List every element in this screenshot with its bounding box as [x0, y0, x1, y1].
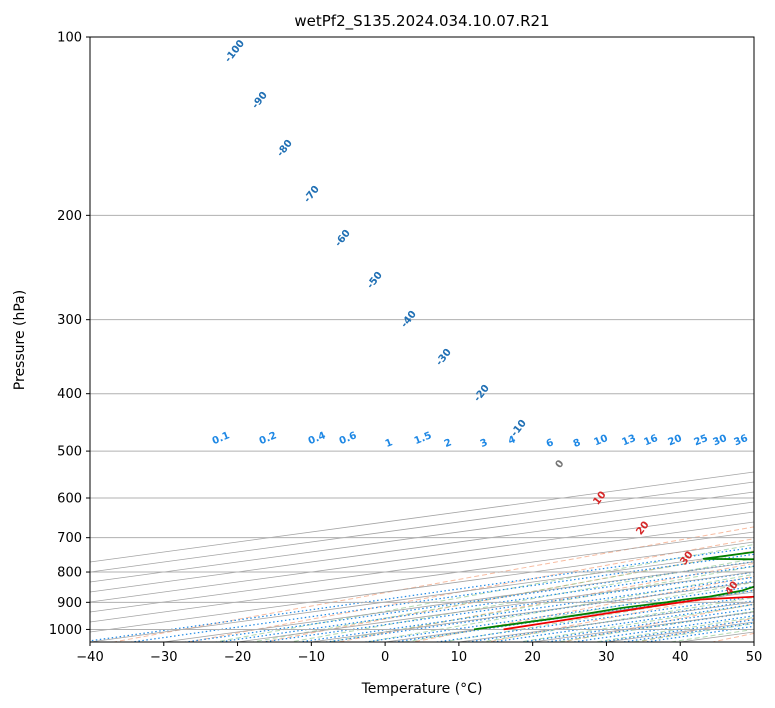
- y-tick-label: 200: [57, 209, 82, 224]
- mixing-ratio-label: 13: [621, 433, 638, 448]
- dry-adiabat-line: [335, 562, 754, 642]
- isotherm-line: [90, 501, 754, 593]
- y-tick-label: 100: [57, 31, 82, 46]
- y-tick-label: 700: [57, 531, 82, 546]
- x-tick-label: 30: [598, 650, 615, 665]
- x-tick-label: 20: [524, 650, 541, 665]
- dry-adiabats: [111, 526, 754, 642]
- x-axis-ticks: −40 −30 −20 −10 0 10 20 30 40 50: [76, 642, 762, 665]
- x-tick-label: −10: [298, 650, 325, 665]
- mixing-ratio-label: 16: [643, 433, 660, 448]
- y-axis-ticks: 100 200 300 400 500 600 700 800 900 1000: [49, 31, 90, 638]
- x-tick-label: −40: [76, 650, 103, 665]
- x-tick-label: 10: [451, 650, 468, 665]
- dry-adiabat-line: [111, 526, 754, 642]
- moist-adiabat-line: [516, 604, 754, 642]
- isotherms: [90, 471, 754, 642]
- y-axis-label: Pressure (hPa): [12, 290, 28, 390]
- mixing-ratio-label: 8: [572, 437, 583, 450]
- mixing-ratio-label: 1: [384, 437, 395, 450]
- mixing-ratio-label: 30: [712, 433, 729, 448]
- isotherm-line: [90, 531, 754, 623]
- y-tick-label: 900: [57, 596, 82, 611]
- x-axis-label: Temperature (°C): [361, 681, 483, 697]
- mixing-ratio-label: 2: [443, 437, 454, 450]
- x-tick-label: 50: [746, 650, 763, 665]
- y-tick-label: 800: [57, 566, 82, 581]
- isotherm-line: [90, 491, 754, 583]
- x-tick-label: −30: [150, 650, 177, 665]
- chart-title: wetPf2_S135.2024.034.10.07.R21: [294, 12, 549, 31]
- mixing-ratio-label: 4: [507, 434, 518, 447]
- mixing-ratio-label: 3: [479, 437, 490, 450]
- isotherm-line: [90, 521, 754, 613]
- y-tick-label: 400: [57, 387, 82, 402]
- dry-adiabat-line: [261, 550, 754, 642]
- mixing-ratio-label: 20: [667, 433, 684, 448]
- isotherm-line: [90, 541, 754, 633]
- isotherm-line: [90, 471, 754, 563]
- dry-adiabat-line: [485, 589, 754, 642]
- y-tick-label: 500: [57, 445, 82, 460]
- mixing-ratio-label: 6: [545, 437, 556, 450]
- y-tick-label: 1000: [49, 623, 82, 638]
- plot-frame: [89, 36, 755, 643]
- mixing-ratio-label: 10: [593, 433, 610, 448]
- y-tick-label: 300: [57, 313, 82, 328]
- moist-adiabat-line: [440, 589, 754, 642]
- x-tick-label: 40: [672, 650, 689, 665]
- pressure-gridlines: [90, 37, 754, 630]
- x-tick-label: 0: [381, 650, 389, 665]
- mixing-ratio-label: 36: [733, 433, 750, 448]
- moist-adiabat-line: [363, 573, 754, 642]
- mixing-ratio-label: 25: [693, 433, 710, 448]
- x-tick-label: −20: [224, 650, 251, 665]
- y-tick-label: 600: [57, 492, 82, 507]
- isotherm-line: [90, 511, 754, 603]
- isotherm-line: [90, 481, 754, 573]
